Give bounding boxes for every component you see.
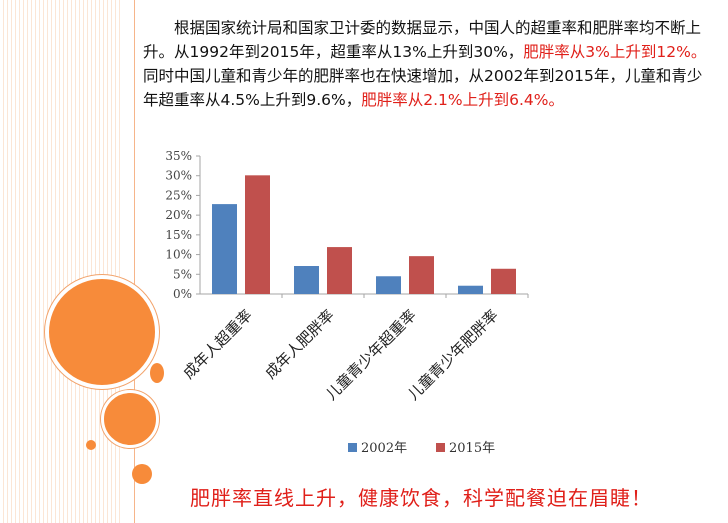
- slogan: 肥胖率直线上升，健康饮食，科学配餐迫在眉睫！: [190, 486, 652, 510]
- paragraph-segment: 根据国家统计局和国家卫计委的数据显示，中国人的超重率和肥胖率均不断上升。从199…: [143, 19, 702, 61]
- y-tick-label: 0%: [173, 287, 192, 301]
- bar: [212, 204, 237, 294]
- y-tick-label: 10%: [165, 248, 192, 262]
- decorative-dot: [86, 440, 96, 450]
- x-tick-label: 儿童青少年肥胖率: [404, 306, 502, 404]
- y-tick-label: 5%: [173, 267, 192, 281]
- bar: [327, 247, 352, 294]
- y-tick-label: 20%: [165, 208, 192, 222]
- decorative-circle-large: [45, 275, 159, 389]
- legend-label: 2002年: [361, 441, 407, 456]
- decorative-stripes: [0, 0, 120, 523]
- decorative-circle-small: [132, 464, 152, 484]
- legend-label: 2015年: [449, 441, 495, 456]
- legend-swatch: [436, 443, 445, 452]
- decorative-circle-medium: [101, 390, 159, 448]
- y-tick-label: 25%: [165, 188, 192, 202]
- paragraph-segment: 同时中国儿童和青少年的肥胖率也在快速增加，从2002年到2015年，儿童和青少年…: [143, 67, 703, 109]
- decorative-line: [134, 0, 135, 523]
- bar: [245, 175, 270, 294]
- intro-paragraph: 根据国家统计局和国家卫计委的数据显示，中国人的超重率和肥胖率均不断上升。从199…: [143, 16, 713, 112]
- bar: [409, 256, 434, 294]
- y-tick-label: 35%: [165, 149, 192, 163]
- decorative-circle-small: [150, 363, 164, 383]
- bar: [294, 266, 319, 294]
- paragraph-segment-highlight: 肥胖率从3%上升到12%。: [523, 43, 707, 61]
- bar-chart: 0%5%10%15%20%25%30%35%成年人超重率 成年人肥胖率儿童青少年超…: [165, 149, 529, 456]
- legend-swatch: [348, 443, 357, 452]
- bar: [458, 285, 483, 294]
- y-tick-label: 30%: [165, 169, 192, 183]
- paragraph-segment-highlight: 肥胖率从2.1%上升到6.4%。: [361, 91, 565, 109]
- x-tick-label: 成年人肥胖率: [261, 306, 337, 382]
- x-tick-label: 成年人超重率: [179, 306, 255, 382]
- bar: [376, 276, 401, 294]
- y-tick-label: 15%: [165, 228, 192, 242]
- bar: [491, 268, 516, 294]
